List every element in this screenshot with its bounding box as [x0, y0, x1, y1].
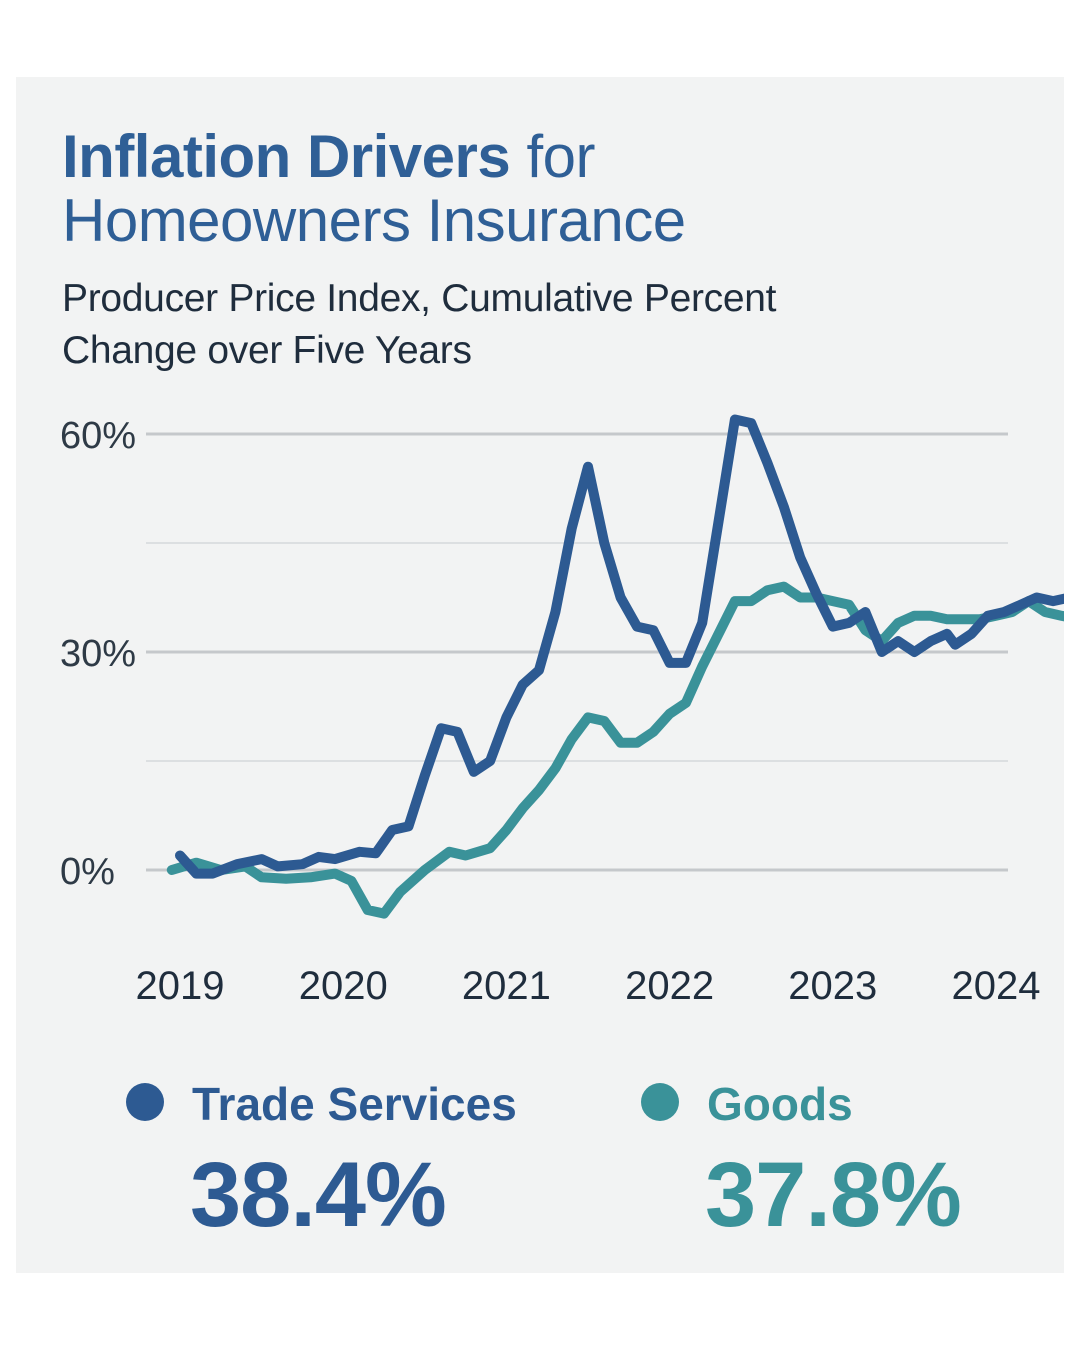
line-chart: 0% 30% 60% 2019 2020 2021 2022 2023 2024: [60, 414, 1064, 1008]
goods-dot-icon: [641, 1083, 679, 1121]
x-tick-label: 2019: [136, 964, 225, 1008]
chart-subtitle: Producer Price Index, Cumulative Percent…: [62, 277, 777, 372]
goods-label: Goods: [707, 1078, 853, 1130]
x-tick-label: 2023: [788, 964, 877, 1008]
y-axis-ticks: 0% 30% 60%: [60, 415, 136, 893]
series-lines: [166, 414, 1064, 919]
x-tick-label: 2022: [625, 964, 714, 1008]
trade-services-label: Trade Services: [192, 1078, 517, 1130]
trade-services-dot-icon: [126, 1083, 164, 1121]
y-tick-label: 30%: [60, 633, 136, 675]
title-bold: Inflation Drivers: [62, 123, 511, 190]
trade-services-value: 38.4%: [190, 1144, 447, 1246]
y-tick-label: 60%: [60, 415, 136, 457]
chart-title: Inflation Drivers for Homeowners Insuran…: [62, 125, 686, 253]
title-line2: Homeowners Insurance: [62, 187, 686, 254]
chart-card: Inflation Drivers for Homeowners Insuran…: [16, 77, 1064, 1273]
y-tick-label: 0%: [60, 851, 115, 893]
series-line-trade-services: [175, 414, 1064, 879]
x-tick-label: 2021: [462, 964, 551, 1008]
goods-value: 37.8%: [705, 1144, 962, 1246]
x-tick-label: 2024: [952, 964, 1041, 1008]
gridlines: [146, 432, 1008, 872]
title-rest: for: [510, 123, 595, 190]
x-tick-label: 2020: [299, 964, 388, 1008]
x-axis-ticks: 2019 2020 2021 2022 2023 2024: [136, 964, 1041, 1008]
